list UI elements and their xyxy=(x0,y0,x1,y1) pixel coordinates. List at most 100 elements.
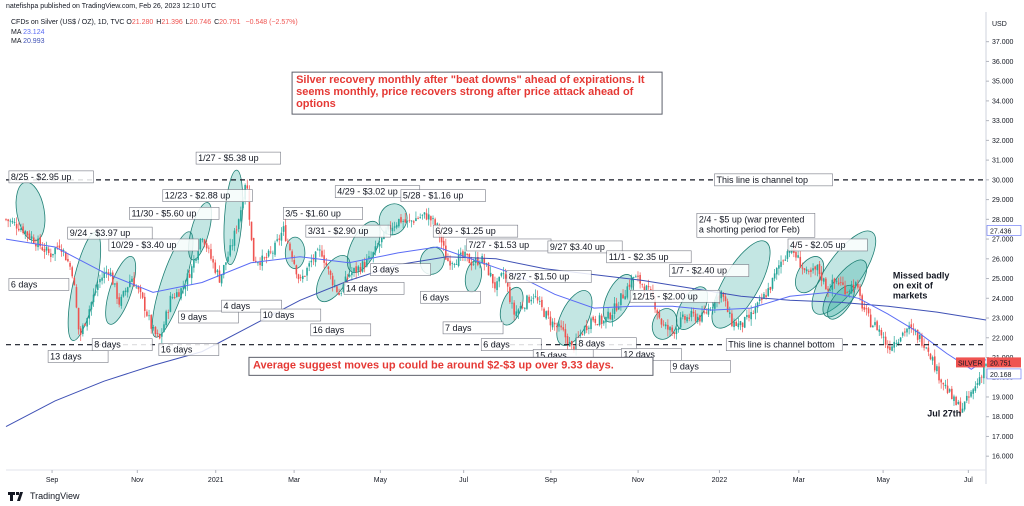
tradingview-brand[interactable]: TradingView xyxy=(8,491,80,501)
candle-body xyxy=(669,327,671,331)
candle-body xyxy=(440,235,443,243)
candle-body xyxy=(863,307,866,310)
x-tick-label: Mar xyxy=(793,477,806,484)
currency-label: USD xyxy=(992,21,1007,28)
candle-body xyxy=(395,224,398,228)
symbol-name: CFDs on Silver (US$ / OZ), 1D, TVC xyxy=(11,19,125,26)
candle-body xyxy=(111,272,114,285)
highlight-ellipse xyxy=(651,308,678,340)
candle-body xyxy=(519,306,522,309)
candle-body xyxy=(786,251,789,259)
candle-body xyxy=(410,220,413,222)
candle-body xyxy=(923,344,925,348)
candle-body xyxy=(592,316,594,321)
candle-body xyxy=(163,324,165,332)
note-text: seems monthly, price recovers strong aft… xyxy=(296,86,634,98)
candle-body xyxy=(925,347,928,349)
candle-body xyxy=(758,299,761,302)
candle-body xyxy=(210,249,212,259)
candle-body xyxy=(133,277,135,287)
candle-body xyxy=(876,321,878,331)
candle-body xyxy=(904,331,906,333)
candle-body xyxy=(357,266,360,271)
candle-body xyxy=(848,291,851,292)
candle-body xyxy=(667,324,669,330)
candle-body xyxy=(186,273,189,285)
x-tick-label: Nov xyxy=(131,477,144,484)
candle-body xyxy=(391,227,394,232)
candle-body xyxy=(560,325,562,328)
y-tick-label: 35.000 xyxy=(992,79,1014,86)
day-label: 16 days xyxy=(313,325,345,335)
candle-body xyxy=(143,296,146,311)
candle-body xyxy=(927,347,930,352)
candle-body xyxy=(822,278,825,282)
up-label-box xyxy=(8,170,94,184)
candle-body xyxy=(820,272,823,281)
x-tick-label: Nov xyxy=(632,477,645,484)
day-label-box xyxy=(91,338,153,351)
candle-body xyxy=(784,259,787,261)
candle-body xyxy=(985,363,987,366)
candle-body xyxy=(299,277,302,279)
candle-body xyxy=(32,237,35,244)
ma-slow-value: 20.993 xyxy=(23,38,45,45)
candle-body xyxy=(415,218,417,222)
tradingview-brand-text: TradingView xyxy=(30,491,80,501)
candle-body xyxy=(566,336,569,346)
ma-slow-label: MA xyxy=(11,38,22,45)
candle-body xyxy=(485,263,488,264)
up-label-box xyxy=(547,240,623,254)
candle-body xyxy=(276,239,278,241)
candle-body xyxy=(233,230,236,246)
candle-body xyxy=(218,270,221,283)
candle-body xyxy=(419,217,422,218)
candle-body xyxy=(148,315,150,317)
candle-body xyxy=(9,220,12,222)
candle-body xyxy=(664,324,667,327)
day-label: 10 days xyxy=(263,310,295,320)
up-label-box xyxy=(129,207,220,220)
candle-body xyxy=(502,273,505,275)
candle-body xyxy=(805,269,808,272)
candle-body xyxy=(374,246,377,253)
candle-body xyxy=(948,389,951,392)
ma-fast-legend[interactable]: MA 23.124 xyxy=(11,29,45,36)
candle-body xyxy=(694,313,697,321)
candle-body xyxy=(62,249,65,251)
candle-body xyxy=(513,302,515,315)
candle-body xyxy=(833,278,836,283)
ma-slow-legend[interactable]: MA 20.993 xyxy=(11,38,45,45)
candle-body xyxy=(421,214,424,216)
candle-body xyxy=(573,346,575,352)
candle-body xyxy=(545,311,547,319)
candle-body xyxy=(699,315,701,322)
candle-body xyxy=(248,190,251,220)
candle-body xyxy=(517,309,520,314)
day-label: 6 days xyxy=(483,340,510,350)
candle-body xyxy=(274,242,276,255)
candle-body xyxy=(807,271,810,273)
candle-body xyxy=(141,292,144,298)
candle-body xyxy=(974,386,977,391)
candle-body xyxy=(605,317,607,323)
candle-body xyxy=(611,314,614,320)
candle-body xyxy=(229,245,231,256)
symbol-tag-text: SILVER xyxy=(958,360,982,367)
candle-body xyxy=(71,267,73,277)
candle-body xyxy=(955,396,957,406)
candle-body xyxy=(237,219,240,230)
candle-body xyxy=(487,262,490,276)
candle-body xyxy=(109,272,112,276)
day-label: 13 days xyxy=(50,351,82,361)
candle-body xyxy=(494,282,496,289)
candle-body xyxy=(598,315,601,326)
candle-body xyxy=(682,314,684,317)
candle-body xyxy=(363,262,366,268)
candle-body xyxy=(323,255,325,263)
day-label-box xyxy=(8,278,70,291)
candle-body xyxy=(797,255,799,258)
candle-body xyxy=(291,251,293,259)
candle-body xyxy=(673,332,676,335)
